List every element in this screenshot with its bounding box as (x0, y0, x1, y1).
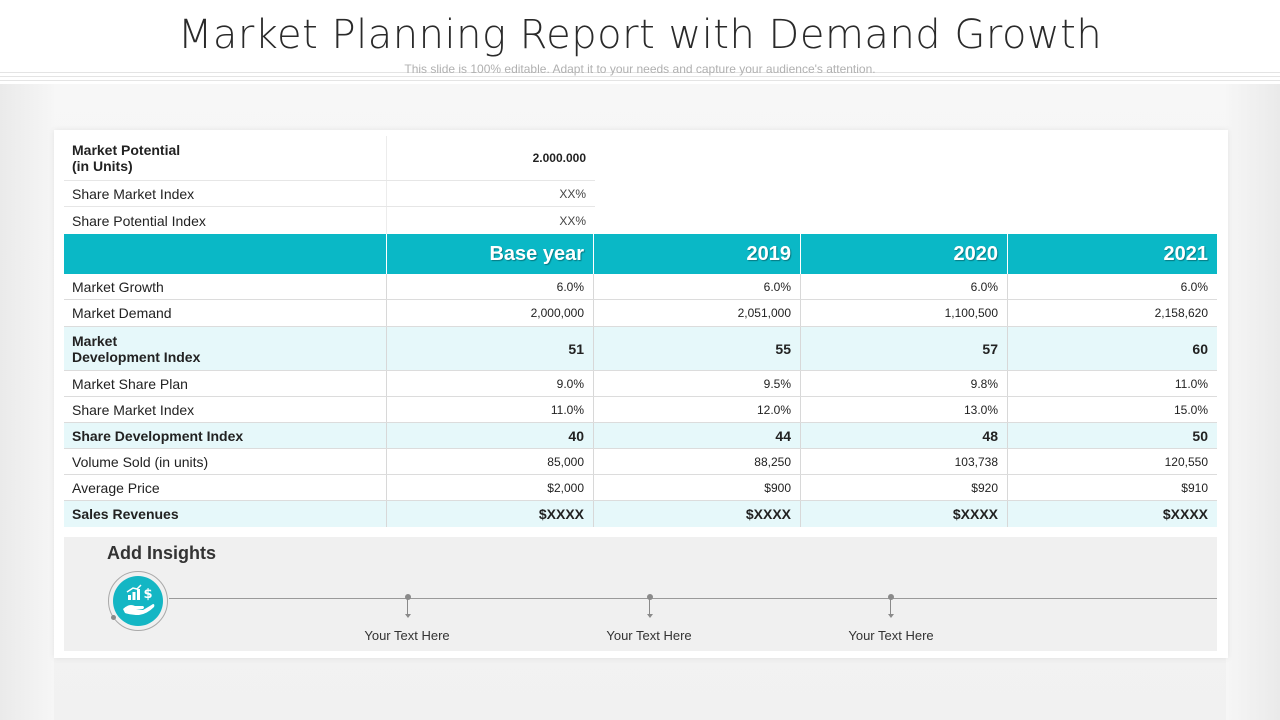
table-row: Market Demand 2,000,000 2,051,000 1,100,… (64, 300, 1217, 327)
table-cell: 12.0% (594, 397, 801, 422)
table-cell: 57 (801, 327, 1008, 370)
row-label-line: Market (72, 332, 118, 349)
table-row: Market Growth 6.0% 6.0% 6.0% 6.0% (64, 274, 1217, 300)
table-cell: 44 (594, 423, 801, 448)
timeline-marker (405, 594, 411, 600)
timeline-start-dot (111, 615, 116, 620)
row-label: Volume Sold (in units) (64, 449, 387, 474)
table-cell: 9.5% (594, 371, 801, 396)
row-label: Average Price (64, 475, 387, 500)
row-label-line: Development Index (72, 348, 201, 365)
summary-value: XX% (559, 213, 586, 228)
insights-panel: Add Insights $ Your Text Here Your Text … (64, 537, 1217, 651)
table-cell: 48 (801, 423, 1008, 448)
header-cell: 2020 (801, 234, 1008, 274)
timeline-arrow (647, 614, 653, 618)
table-cell: 103,738 (801, 449, 1008, 474)
table-cell: 50 (1192, 427, 1208, 444)
row-label: Sales Revenues (64, 501, 387, 527)
money-growth-hand-icon: $ (113, 576, 163, 626)
table-cell: 2,000,000 (387, 300, 594, 326)
table-row: Average Price $2,000 $900 $920 $910 (64, 475, 1217, 501)
header-cell: Base year (387, 234, 594, 274)
table-row: Market Share Plan 9.0% 9.5% 9.8% 11.0% (64, 371, 1217, 397)
table-row: Share Market Index 11.0% 12.0% 13.0% 15.… (64, 397, 1217, 423)
table-cell: 6.0% (594, 274, 801, 299)
table-row: Volume Sold (in units) 85,000 88,250 103… (64, 449, 1217, 475)
table-cell: 55 (594, 327, 801, 370)
table-cell: 15.0% (1173, 402, 1208, 417)
summary-row-market-potential: Market Potential (in Units) 2.000.000 (64, 136, 595, 181)
table-cell: 6.0% (1180, 279, 1208, 294)
timeline-tick (890, 595, 891, 615)
summary-value: XX% (559, 186, 586, 201)
summary-row-share-market-index: Share Market Index XX% (64, 181, 595, 207)
slide-title: Market Planning Report with Demand Growt… (177, 12, 1103, 58)
row-label: Market Development Index (64, 327, 387, 370)
row-label: Share Market Index (64, 397, 387, 422)
table-cell: $910 (1181, 480, 1208, 495)
title-divider (0, 80, 1280, 81)
row-label: Share Development Index (64, 423, 387, 448)
title-divider (0, 76, 1280, 77)
row-label-line: (in Units) (72, 158, 133, 174)
table-cell: 120,550 (1164, 454, 1208, 469)
timeline-arrow (405, 614, 411, 618)
timeline-arrow (888, 614, 894, 618)
table-cell: 60 (1192, 340, 1208, 357)
background-wall-right (1226, 84, 1280, 720)
slide-subtitle: This slide is 100% editable. Adapt it to… (404, 62, 876, 76)
timeline-marker (647, 594, 653, 600)
svg-text:$: $ (143, 587, 152, 602)
row-label: Market Share Plan (64, 371, 387, 396)
table-cell: $2,000 (387, 475, 594, 500)
table-cell: 9.0% (387, 371, 594, 396)
table-cell: 2,051,000 (594, 300, 801, 326)
row-label: Market Demand (64, 300, 387, 326)
table-cell: 1,100,500 (801, 300, 1008, 326)
header-cell: 2021 (1163, 242, 1209, 265)
row-label: Share Potential Index (64, 207, 387, 234)
insight-text: Your Text Here (848, 628, 934, 643)
table-row-highlight: Sales Revenues $XXXX $XXXX $XXXX $XXXX (64, 501, 1217, 527)
table-cell: 11.0% (1174, 376, 1208, 391)
table-cell: $900 (594, 475, 801, 500)
row-label: Share Market Index (64, 181, 387, 206)
table-cell: $XXXX (1162, 506, 1208, 522)
table-cell: $920 (801, 475, 1008, 500)
summary-value: 2.000.000 (532, 151, 586, 165)
table-cell: 40 (387, 423, 594, 448)
table-cell: $XXXX (594, 501, 801, 527)
table-cell: 11.0% (387, 397, 594, 422)
timeline-tick (649, 595, 650, 615)
title-divider (0, 72, 1280, 73)
table-cell: 2,158,620 (1154, 306, 1208, 320)
timeline-marker (888, 594, 894, 600)
background-wall-left (0, 84, 54, 720)
table-cell: 88,250 (594, 449, 801, 474)
table-row-highlight: Market Development Index 51 55 57 60 (64, 327, 1217, 371)
insight-text: Your Text Here (364, 628, 450, 643)
row-label: Market Potential (in Units) (64, 136, 387, 180)
row-label-line: Market Potential (72, 142, 181, 158)
table-cell: 51 (387, 327, 594, 370)
insights-title: Add Insights (107, 543, 216, 563)
header-cell: 2019 (594, 234, 801, 274)
header-cell-empty (64, 234, 387, 274)
table-cell: 6.0% (801, 274, 1008, 299)
table-cell: $XXXX (387, 501, 594, 527)
table-header-row: Base year 2019 2020 2021 (64, 234, 1217, 274)
insight-text: Your Text Here (606, 628, 692, 643)
table-row-highlight: Share Development Index 40 44 48 50 (64, 423, 1217, 449)
timeline-tick (407, 595, 408, 615)
table-cell: 6.0% (387, 274, 594, 299)
summary-row-share-potential-index: Share Potential Index XX% (64, 207, 595, 234)
table-cell: $XXXX (801, 501, 1008, 527)
row-label: Market Growth (64, 274, 387, 299)
insights-timeline (169, 598, 1217, 599)
table-cell: 9.8% (801, 371, 1008, 396)
table-cell: 13.0% (801, 397, 1008, 422)
table-cell: 85,000 (387, 449, 594, 474)
icon-ring (108, 571, 168, 631)
